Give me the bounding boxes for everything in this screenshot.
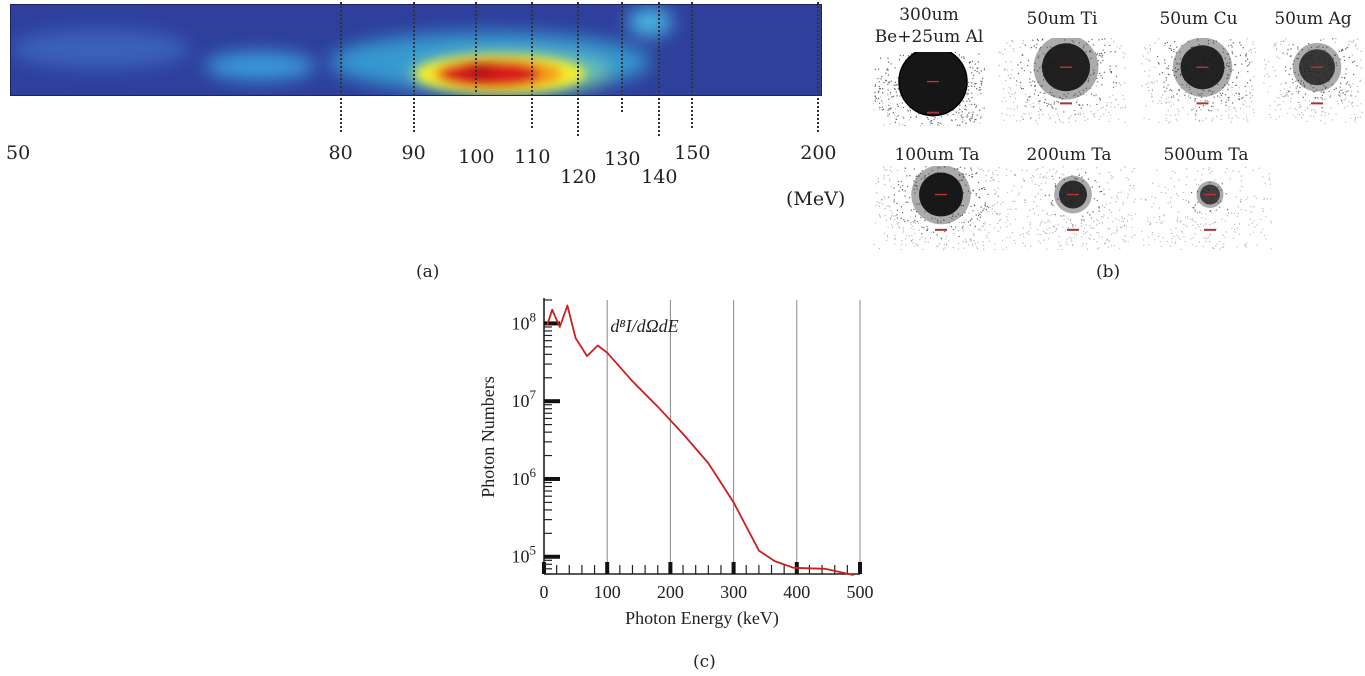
panel-a-letter: (a): [416, 262, 440, 282]
energy-tick-label-140: 140: [641, 166, 678, 188]
filter-xray-image: [873, 52, 985, 126]
x-tick: [605, 562, 610, 574]
filter-xray-image: [1141, 38, 1256, 124]
x-tick-label: 0: [540, 582, 549, 602]
filter-label-line: 100um Ta: [894, 145, 980, 165]
filter-label-line: 50um Ti: [1026, 9, 1098, 29]
panel-c-letter: (c): [693, 652, 716, 672]
y-tick: [544, 554, 560, 559]
photon-spectrum-chart: 0 100 200 300 400 500 105 106 107 108 Photon Energ…: [478, 298, 874, 629]
filter-xray-image: [1140, 166, 1272, 250]
filter-label: 50um Ag: [1263, 8, 1363, 30]
filter-xray-image: [1263, 38, 1363, 124]
energy-tick-label-130: 130: [604, 148, 641, 170]
filter-label-line: 50um Ag: [1274, 9, 1352, 29]
panel-a-spectrum-image: [10, 4, 822, 96]
panel-a-unit-label: (MeV): [786, 188, 846, 210]
y-tick: [544, 399, 560, 404]
x-tick: [668, 562, 673, 574]
y-tick-label: 108: [512, 309, 537, 333]
energy-tick-label-100: 100: [458, 146, 495, 168]
panel-b-letter: (b): [1096, 262, 1121, 282]
filter-xray-image: [873, 166, 1001, 250]
energy-tick-label-120: 120: [560, 166, 597, 188]
x-tick-label: 500: [847, 582, 874, 602]
energy-tick-label-50: 50: [6, 142, 31, 164]
filter-label: 100um Ta: [873, 144, 1001, 166]
spectrum-annotation: d⁸I/dΩdE: [610, 316, 678, 336]
energy-tick-label-200: 200: [800, 142, 837, 164]
x-tick: [731, 562, 736, 574]
filter-label: 300um Be+25um Al: [873, 4, 985, 48]
filter-label: 500um Ta: [1140, 144, 1272, 166]
energy-tick-label-150: 150: [674, 142, 711, 164]
filter-label-line: 200um Ta: [1026, 145, 1112, 165]
filter-label-line: 50um Cu: [1159, 9, 1238, 29]
filter-xray-image: [998, 38, 1126, 124]
x-tick-label: 300: [720, 582, 747, 602]
filter-label-line: Be+25um Al: [874, 27, 984, 47]
filter-label: 50um Ti: [998, 8, 1126, 30]
energy-tick-label-110: 110: [514, 146, 551, 168]
x-tick-label: 100: [594, 582, 621, 602]
panel-a-energy-markers: [340, 2, 819, 138]
y-tick-label: 107: [512, 387, 537, 411]
filter-xray-image: [1002, 166, 1136, 250]
y-tick-label: 106: [512, 465, 537, 489]
series-line: [546, 304, 854, 576]
x-tick-label: 400: [783, 582, 810, 602]
x-tick: [858, 562, 862, 574]
y-tick: [544, 476, 560, 481]
x-tick: [542, 562, 546, 574]
filter-label-line: 300um: [899, 5, 959, 25]
filter-label: 50um Cu: [1141, 8, 1256, 30]
filter-label-line: 500um Ta: [1163, 145, 1249, 165]
y-tick: [544, 321, 560, 326]
x-axis-title: Photon Energy (keV): [625, 608, 779, 629]
filter-label: 200um Ta: [1002, 144, 1136, 166]
y-axis-title: Photon Numbers: [478, 376, 498, 498]
y-tick-label: 105: [512, 543, 537, 567]
energy-tick-label-80: 80: [328, 142, 353, 164]
energy-tick-label-90: 90: [401, 142, 426, 164]
x-tick-label: 200: [657, 582, 684, 602]
